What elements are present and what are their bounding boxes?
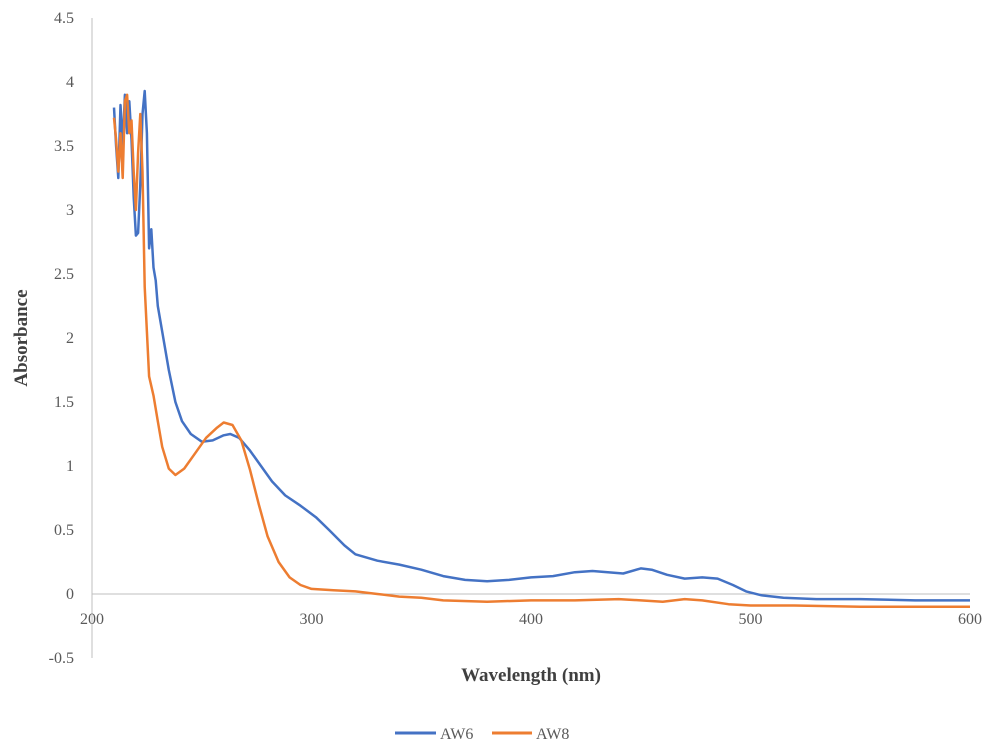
x-tick-label: 300: [300, 611, 324, 628]
y-tick-label: 3.5: [54, 138, 74, 155]
x-tick-label: 500: [739, 611, 763, 628]
y-tick-label: -0.5: [49, 650, 74, 667]
y-tick-label: 2: [66, 330, 74, 347]
legend-label-aw6: AW6: [440, 726, 473, 743]
axes: [91, 18, 970, 658]
series-line-aw8: [112, 93, 970, 609]
x-tick-label: 400: [519, 611, 543, 628]
series-line-aw6: [112, 89, 970, 602]
x-axis-title: Wavelength (nm): [461, 665, 601, 686]
y-tick-labels: -0.5 0 0.5 1 1.5 2 2.5 3 3.5 4 4.5: [49, 10, 74, 667]
x-tick-labels: 200 300 400 500 600: [80, 611, 982, 628]
y-tick-label: 0.5: [54, 522, 74, 539]
x-tick-label: 600: [958, 611, 982, 628]
y-tick-label: 1: [66, 458, 74, 475]
y-tick-label: 3: [66, 202, 74, 219]
y-tick-label: 0: [66, 586, 74, 603]
y-tick-label: 1.5: [54, 394, 74, 411]
x-tick-label: 200: [80, 611, 104, 628]
y-tick-label: 4.5: [54, 10, 74, 27]
y-axis-title: Absorbance: [11, 289, 32, 386]
series-lines: [112, 89, 970, 609]
y-tick-label: 2.5: [54, 266, 74, 283]
legend-label-aw8: AW8: [536, 726, 569, 743]
y-tick-label: 4: [66, 74, 74, 91]
legend: AW6 AW8: [395, 726, 569, 743]
